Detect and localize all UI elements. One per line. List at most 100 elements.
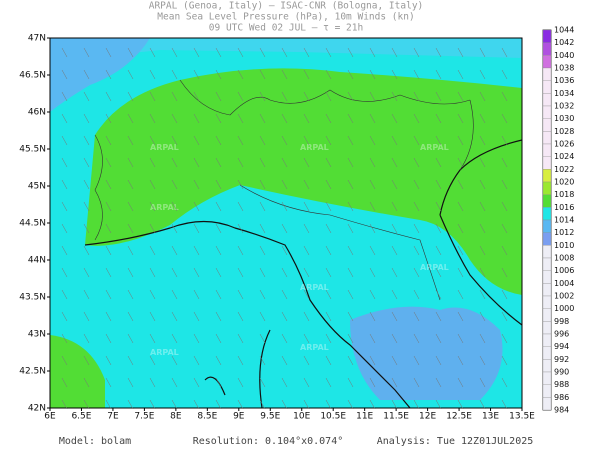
wind-barb	[413, 91, 420, 102]
lon-label: 9E	[233, 412, 245, 422]
wind-barb	[435, 201, 442, 212]
lon-label: 13E	[482, 412, 499, 422]
colorbar-label: 1008	[554, 254, 574, 263]
wind-barb	[193, 157, 200, 168]
wind-barb	[501, 377, 508, 388]
colorbar-cell	[542, 55, 552, 69]
wind-barb	[149, 267, 156, 278]
wind-barb	[369, 47, 376, 58]
wind-barb	[61, 157, 68, 168]
wind-barb	[83, 179, 90, 190]
wind-barb	[413, 289, 420, 300]
wind-barb	[193, 399, 200, 410]
wind-barb	[413, 245, 420, 256]
wind-barb	[83, 135, 90, 146]
wind-barb	[83, 267, 90, 278]
wind-barb	[413, 311, 420, 322]
wind-barb	[325, 179, 332, 190]
wind-barb	[303, 289, 310, 300]
wind-barb	[325, 289, 332, 300]
wind-barb	[501, 289, 508, 300]
wind-barb	[83, 91, 90, 102]
wind-barb	[171, 157, 178, 168]
wind-barb	[105, 201, 112, 212]
colorbar-cell	[542, 143, 552, 157]
wind-barb	[259, 377, 266, 388]
border	[94, 79, 474, 301]
header-line: 09 UTC Wed 02 JUL – τ = 21h	[209, 23, 363, 34]
wind-barb	[215, 289, 222, 300]
wind-barb	[325, 135, 332, 146]
wind-barb	[149, 289, 156, 300]
wind-barb	[149, 377, 156, 388]
wind-barb	[303, 245, 310, 256]
wind-barb	[237, 69, 244, 80]
pressure-zone	[350, 306, 503, 400]
wind-barb	[479, 399, 486, 410]
wind-barb	[193, 333, 200, 344]
wind-barb	[83, 355, 90, 366]
wind-barb	[457, 355, 464, 366]
colorbar-label: 1030	[554, 114, 574, 123]
wind-barb	[369, 135, 376, 146]
wind-barb	[391, 289, 398, 300]
wind-barb	[83, 47, 90, 58]
wind-barb	[457, 91, 464, 102]
wind-barb	[347, 289, 354, 300]
lat-label: 47N	[28, 34, 46, 44]
wind-barb	[303, 311, 310, 322]
wind-barb	[325, 267, 332, 278]
wind-barb	[413, 399, 420, 410]
wind-barb	[215, 223, 222, 234]
colorbar-label: 1018	[554, 190, 574, 199]
wind-barb	[237, 245, 244, 256]
wind-barb	[457, 289, 464, 300]
wind-barb	[215, 355, 222, 366]
wind-barb	[457, 245, 464, 256]
wind-barb	[413, 135, 420, 146]
wind-barb	[237, 399, 244, 410]
colorbar-label: 988	[554, 380, 569, 389]
wind-barb	[281, 311, 288, 322]
colorbar-label: 1014	[554, 216, 574, 225]
wind-barb	[215, 377, 222, 388]
wind-barb	[347, 91, 354, 102]
wind-barb	[259, 47, 266, 58]
colorbar-cell	[542, 156, 552, 170]
wind-barb	[391, 113, 398, 124]
wind-barb	[303, 47, 310, 58]
wind-barb	[127, 113, 134, 124]
lat-label: 42N	[28, 404, 46, 414]
wind-barb	[435, 157, 442, 168]
colorbar-label: 998	[554, 317, 569, 326]
colorbar-label: 1036	[554, 76, 574, 85]
header-line: ARPAL (Genoa, Italy) – ISAC-CNR (Bologna…	[149, 1, 424, 12]
colorbar-cell	[542, 384, 552, 398]
wind-barb	[127, 69, 134, 80]
wind-barb	[457, 157, 464, 168]
wind-barb	[193, 47, 200, 58]
colorbar-cell	[542, 359, 552, 373]
wind-barb	[259, 399, 266, 410]
wind-barb	[347, 201, 354, 212]
wind-barb	[479, 157, 486, 168]
wind-barb	[237, 311, 244, 322]
colorbar-label: 1028	[554, 127, 574, 136]
wind-barb	[61, 333, 68, 344]
wind-barb	[501, 69, 508, 80]
wind-barb	[259, 179, 266, 190]
wind-barb	[281, 333, 288, 344]
wind-barb	[435, 377, 442, 388]
wind-barb	[325, 355, 332, 366]
wind-barb	[347, 333, 354, 344]
wind-barb	[215, 267, 222, 278]
wind-barb	[391, 245, 398, 256]
wind-barb	[215, 201, 222, 212]
wind-barb	[479, 311, 486, 322]
wind-barb	[501, 399, 508, 410]
wind-barb	[281, 355, 288, 366]
colorbar-cell	[542, 169, 552, 183]
lat-label: 43.5N	[19, 293, 46, 303]
wind-barb	[61, 91, 68, 102]
colorbar-cell	[542, 308, 552, 322]
